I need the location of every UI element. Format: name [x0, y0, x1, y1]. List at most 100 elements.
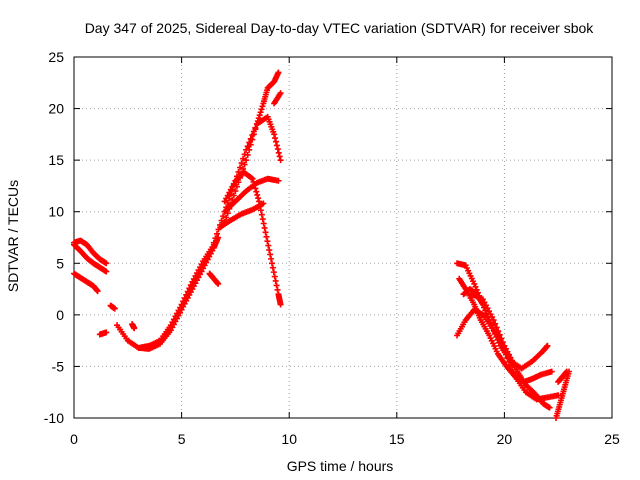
x-tick-label: 20	[497, 431, 513, 447]
x-tick-label: 0	[70, 431, 78, 447]
series-afternoon-5	[217, 200, 267, 231]
data-point	[264, 238, 271, 245]
data-point	[259, 103, 266, 110]
x-tick-label: 15	[389, 431, 405, 447]
data-point	[223, 214, 230, 221]
data-point	[269, 264, 276, 271]
data-point	[103, 329, 110, 336]
data-point	[230, 192, 237, 199]
series-afternoon-3	[221, 169, 284, 308]
axis-ticks: 0 5 10 15 20 25 -10 -5 0 5 10 15 20 25	[44, 49, 620, 447]
series-afternoon-6	[271, 90, 284, 107]
data-point	[218, 217, 225, 224]
data-point	[490, 317, 497, 324]
data-point	[210, 239, 217, 246]
data-point	[255, 195, 262, 202]
data-point	[246, 146, 253, 153]
data-point	[249, 136, 256, 143]
data-point	[261, 224, 268, 231]
data-point	[258, 106, 265, 113]
data-point	[275, 177, 282, 184]
data-point	[268, 260, 275, 267]
data-point	[275, 149, 282, 156]
data-point	[267, 251, 274, 258]
data-point	[180, 298, 187, 305]
data-point	[496, 331, 503, 338]
data-point	[181, 295, 188, 302]
data-point	[213, 230, 220, 237]
data-point	[268, 255, 275, 262]
series-morning-3	[129, 321, 138, 332]
data-point	[266, 247, 273, 254]
data-point	[277, 90, 284, 97]
data-point	[103, 260, 110, 267]
data-point	[544, 342, 551, 349]
data-point	[220, 213, 227, 220]
data-point	[241, 161, 248, 168]
data-point	[256, 112, 263, 119]
x-tick-label: 5	[178, 431, 186, 447]
series-morning-2	[135, 241, 217, 351]
data-point	[224, 199, 231, 206]
data-point	[272, 135, 279, 142]
data-point	[183, 291, 190, 298]
series-morning-4	[206, 270, 222, 287]
data-point	[495, 328, 502, 335]
data-point	[244, 143, 251, 150]
data-point	[250, 131, 257, 138]
y-tick-label: 25	[48, 49, 64, 65]
data-point	[240, 155, 247, 162]
data-point	[243, 157, 250, 164]
y-tick-label: 15	[48, 152, 64, 168]
series-evening-4	[454, 306, 562, 403]
data-point	[186, 285, 193, 292]
data-point	[499, 339, 506, 346]
data-point	[260, 200, 267, 207]
data-point	[249, 175, 256, 182]
data-point	[493, 324, 500, 331]
data-point	[277, 157, 284, 164]
y-tick-label: 10	[48, 204, 64, 220]
y-tick-label: -10	[44, 410, 64, 426]
series-night-2	[71, 241, 110, 275]
data-point	[259, 216, 266, 223]
data-point	[244, 151, 251, 158]
series-evening-7	[555, 368, 570, 385]
series-night-4	[96, 329, 110, 338]
data-point	[265, 242, 272, 249]
data-point	[273, 142, 280, 149]
data-point	[103, 268, 110, 275]
data-point	[258, 211, 265, 218]
data-point	[271, 131, 278, 138]
data-point	[512, 363, 519, 370]
data-point	[252, 126, 259, 133]
data-point	[237, 164, 244, 171]
data-point	[238, 160, 245, 167]
data-point	[272, 277, 279, 284]
data-point	[111, 305, 118, 312]
data-point	[506, 359, 513, 366]
data-point	[548, 368, 555, 375]
data-point	[260, 220, 267, 227]
data-point	[187, 282, 194, 289]
data-point	[253, 188, 260, 195]
data-point	[272, 138, 279, 145]
data-point	[277, 301, 284, 308]
y-tick-label: 20	[48, 101, 64, 117]
data-point	[232, 188, 239, 195]
data-point	[263, 233, 270, 240]
data-point	[275, 69, 282, 76]
data-point	[212, 235, 219, 242]
x-tick-label: 25	[604, 431, 620, 447]
data-point	[94, 288, 101, 295]
x-axis-label: GPS time / hours	[287, 458, 394, 474]
data-point	[262, 229, 269, 236]
data-point	[546, 404, 553, 411]
y-tick-label: -5	[52, 358, 65, 374]
data-point	[274, 146, 281, 153]
data-point	[492, 320, 499, 327]
data-point	[257, 109, 264, 116]
chart-title: Day 347 of 2025, Sidereal Day-to-day VTE…	[85, 20, 595, 36]
series-afternoon-4	[221, 175, 282, 215]
